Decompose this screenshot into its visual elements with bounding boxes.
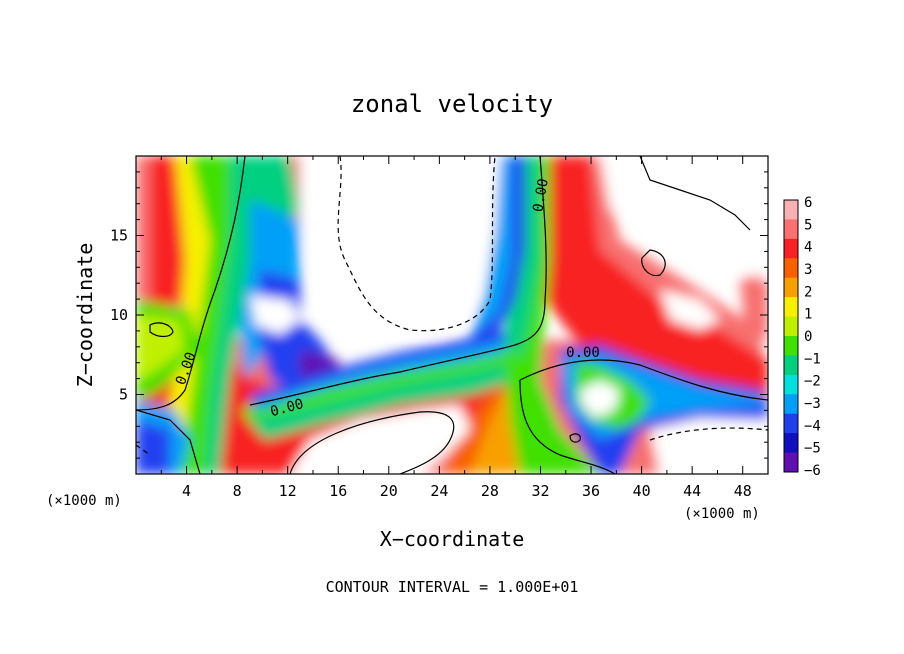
field-region [136,420,170,474]
y-axis: 5 10 15 [110,171,768,459]
colorbar: 6 5 4 3 2 1 0 −1 −2 −3 −4 −5 −6 [783,195,821,479]
contour-line [149,322,174,338]
colorbar-label: 4 [804,240,812,256]
colorbar-label: 0 [804,329,812,345]
contour-line [649,427,768,441]
colorbar-label: −3 [804,396,821,412]
colorbar-frame [783,199,799,473]
x-unit-right: (×1000 m) [684,506,760,522]
chart-title: zonal velocity [351,90,553,118]
field-region [290,405,470,474]
field-region [470,156,512,335]
contour-line [569,433,581,443]
colorbar-label: 5 [804,217,812,233]
colorbar-swatch [784,297,798,318]
contour-line [641,249,666,277]
y-tick-label: 10 [110,306,128,324]
field-region [660,290,720,330]
contour-label: 0.00 [530,177,552,213]
colorbar-swatch [784,433,798,454]
colorbar-swatch [784,452,798,473]
colorbar-swatch [784,336,798,356]
colorbar-swatch [784,219,798,240]
contour-interval-footer: CONTOUR INTERVAL = 1.000E+01 [326,578,579,596]
field-region [300,156,500,335]
contour-line [639,156,751,231]
contour-line [337,156,496,332]
y-axis-label: Z−coordinate [73,243,97,388]
colorbar-label: −2 [804,374,821,390]
x-tick-label: 16 [329,482,347,500]
x-tick-label: 20 [380,482,398,500]
x-tick-label: 12 [279,482,297,500]
colorbar-swatch [784,238,798,259]
colorbar-label: 2 [804,284,812,300]
contour-label: 0.00 [566,345,600,361]
colorbar-swatch [784,374,798,395]
colorbar-swatch [784,258,798,279]
colorbar-swatch [784,355,798,376]
contour-line [519,359,768,401]
colorbar-swatch [784,277,798,298]
y-tick-label: 5 [119,386,128,404]
field-region [740,270,768,340]
velocity-field [136,156,768,474]
colorbar-swatch [784,200,798,220]
field-region [520,156,768,400]
contour-line [249,156,547,406]
contour-lines [136,156,768,474]
x-axis: 4 8 12 16 20 24 28 32 36 40 44 48 [160,156,752,500]
colorbar-label: 6 [804,195,812,211]
contour-line [136,444,151,456]
contour-line [289,411,455,474]
contour-line [136,409,201,474]
colorbar-label: −6 [804,463,821,479]
x-tick-label: 36 [582,482,600,500]
field-region [580,380,620,418]
field-region [600,156,768,280]
colorbar-label: −5 [804,441,821,457]
field-region [250,360,520,440]
colorbar-label: −1 [804,351,821,367]
colorbar-swatch [784,413,798,434]
colorbar-swatch [784,316,798,337]
field-region [250,295,300,335]
y-tick-label: 15 [110,227,128,245]
x-tick-label: 24 [430,482,448,500]
colorbar-label: 3 [804,262,812,278]
x-tick-label: 48 [734,482,752,500]
contour-line [519,379,616,474]
field-region [470,390,530,474]
field-region [250,335,510,410]
colorbar-label: −4 [804,418,821,434]
colorbar-label: 1 [804,307,812,323]
contour-line [136,156,246,411]
x-axis-label: X−coordinate [380,527,525,551]
x-tick-label: 32 [531,482,549,500]
field-region [250,330,505,404]
x-tick-label: 28 [481,482,499,500]
x-tick-label: 40 [633,482,651,500]
colorbar-swatch [784,394,798,415]
field-region [650,418,768,474]
x-tick-label: 44 [683,482,701,500]
x-tick-label: 4 [182,482,191,500]
x-unit-left: (×1000 m) [46,493,122,509]
x-tick-label: 8 [233,482,242,500]
